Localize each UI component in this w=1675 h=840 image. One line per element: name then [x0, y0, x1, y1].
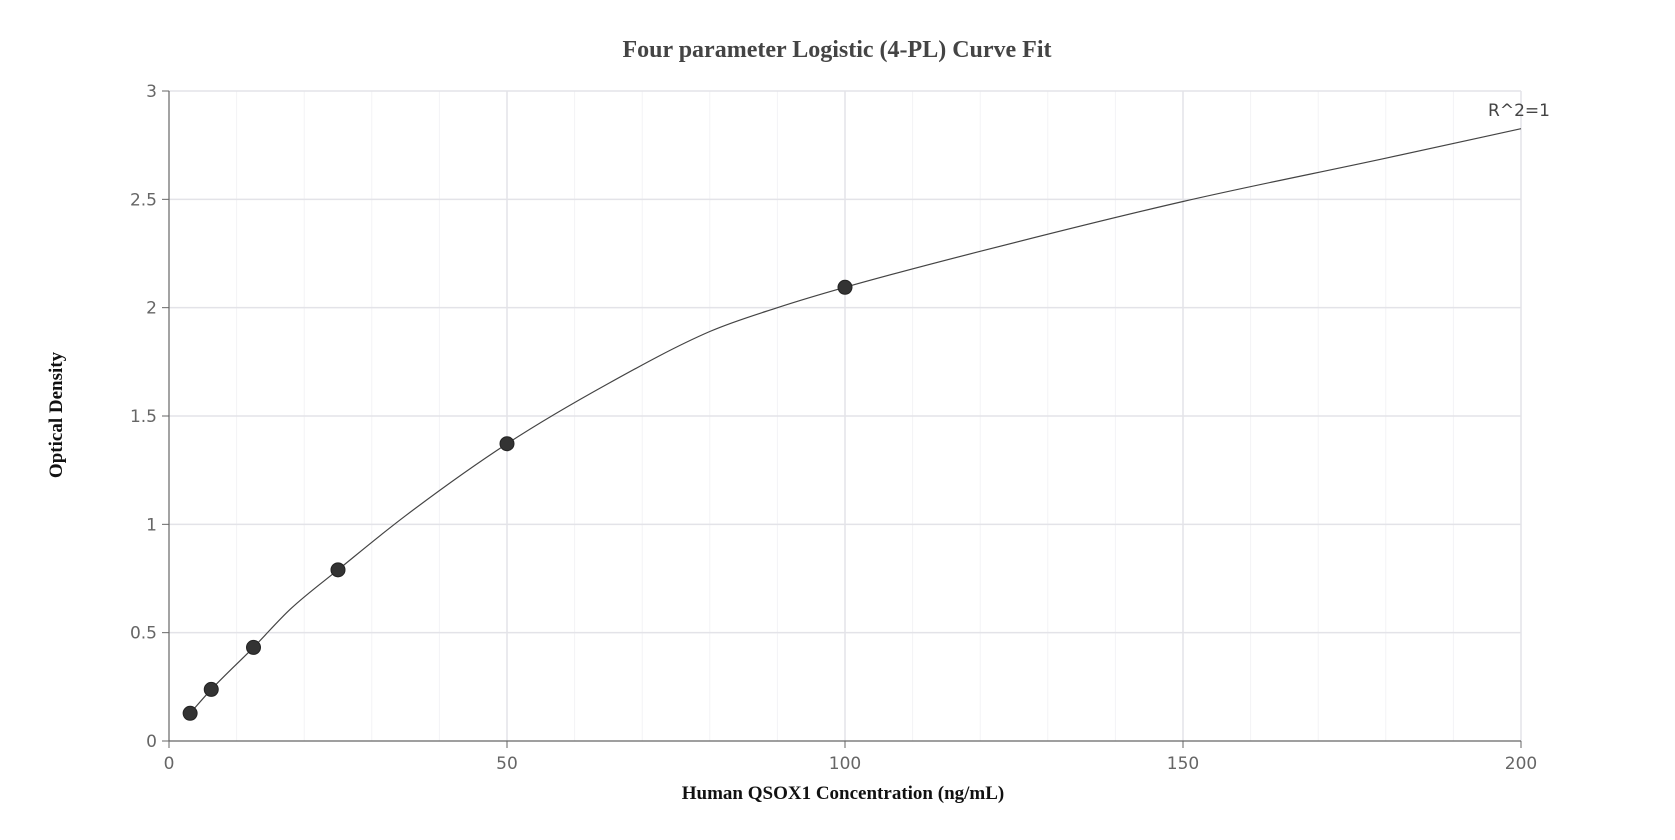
x-tick-label: 200	[1505, 754, 1537, 774]
y-tick-label: 1.5	[130, 407, 157, 427]
data-point	[330, 562, 346, 578]
x-axis-ticks: 0 50 100 150 200	[164, 741, 1537, 774]
chart-title: Four parameter Logistic (4-PL) Curve Fit	[622, 37, 1051, 63]
data-point	[182, 705, 198, 721]
x-tick-label: 50	[496, 754, 518, 774]
data-point	[246, 639, 261, 655]
y-tick-label: 2.5	[130, 190, 157, 210]
y-tick-label: 2	[146, 299, 157, 319]
y-axis-title: Optical Density	[46, 351, 67, 478]
x-tick-label: 100	[829, 754, 861, 774]
r-squared-annotation: R^2=1	[1488, 101, 1550, 121]
data-point	[203, 681, 219, 697]
major-gridlines	[169, 90, 1522, 741]
x-tick-label: 150	[1167, 754, 1199, 774]
y-axis-ticks: 0 0.5 1 1.5 2 2.5 3	[130, 82, 169, 752]
x-tick-label: 0	[164, 754, 175, 774]
fit-curve	[189, 128, 1522, 714]
y-tick-label: 1	[146, 515, 157, 535]
data-point	[499, 436, 515, 452]
data-point	[837, 279, 853, 295]
y-tick-label: 0.5	[130, 624, 157, 644]
y-tick-label: 3	[146, 82, 157, 102]
data-points	[182, 279, 853, 721]
x-axis-title: Human QSOX1 Concentration (ng/mL)	[682, 783, 1005, 804]
y-tick-label: 0	[146, 732, 157, 752]
